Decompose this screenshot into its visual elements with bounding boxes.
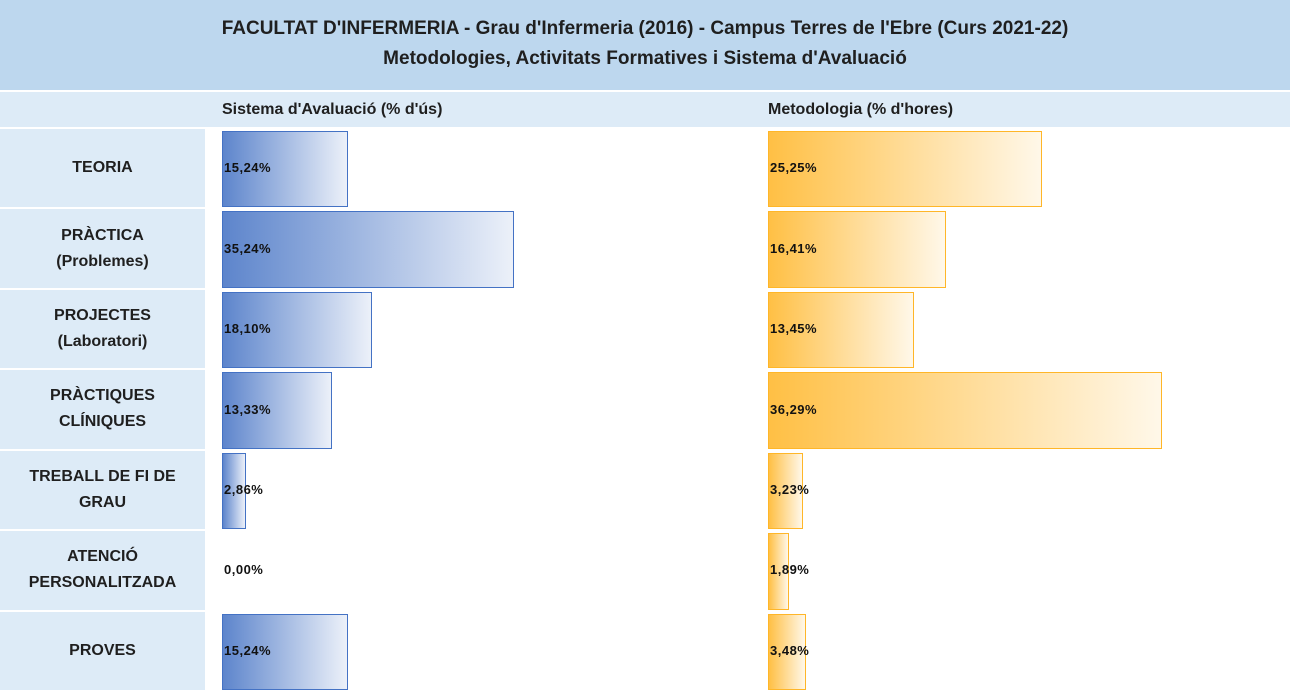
value-label: 15,24% xyxy=(224,160,272,176)
data-bar xyxy=(768,291,915,369)
data-bar xyxy=(222,211,514,288)
value-label: 1,89% xyxy=(770,562,810,578)
category-cell: PROVES xyxy=(0,611,205,690)
value-label: 3,48% xyxy=(770,642,810,658)
data-bar xyxy=(768,131,1043,208)
category-label: PRÀCTIQUES CLÍNIQUES xyxy=(50,387,155,431)
data-bar xyxy=(222,613,349,690)
value-label: 25,25% xyxy=(770,160,818,176)
category-label: PRÀCTICA (Problemes) xyxy=(56,226,149,270)
value-label: 2,86% xyxy=(224,481,264,497)
data-bar xyxy=(768,452,804,530)
title: FACULTAT D'INFERMERIA - Grau d'Infermeri… xyxy=(221,18,1069,39)
data-bar xyxy=(222,291,372,369)
category-cell: PROJECTES (Laboratori) xyxy=(0,289,205,369)
category-cell: ATENCIÓ PERSONALITZADA xyxy=(0,531,205,610)
value-label: 18,10% xyxy=(224,321,272,337)
value-label: 15,24% xyxy=(224,642,272,658)
category-label: TEORIA xyxy=(72,159,133,177)
category-cell: PRÀCTIQUES CLÍNIQUES xyxy=(0,370,205,449)
value-label: 36,29% xyxy=(770,401,818,417)
data-bar xyxy=(222,131,349,208)
header-row xyxy=(0,92,1290,127)
data-bar xyxy=(768,211,947,288)
category-cell: PRÀCTICA (Problemes) xyxy=(0,209,205,288)
data-bar xyxy=(768,613,806,690)
column-header: Sistema d'Avaluació (% d'ús) xyxy=(222,101,443,118)
subtitle: Metodologies, Activitats Formatives i Si… xyxy=(383,48,907,69)
data-bar xyxy=(222,372,333,449)
data-bar xyxy=(768,372,1162,449)
category-label: PROJECTES (Laboratori) xyxy=(54,307,151,351)
category-cell: TEORIA xyxy=(0,129,205,208)
category-label: TREBALL DE FI DE GRAU xyxy=(29,467,176,511)
value-label: 13,45% xyxy=(770,321,818,337)
data-bar xyxy=(768,533,789,610)
value-label: 0,00% xyxy=(224,562,264,578)
category-cell: TREBALL DE FI DE GRAU xyxy=(0,450,205,530)
data-bar xyxy=(222,452,246,530)
column-header: Metodologia (% d'hores) xyxy=(768,101,954,118)
value-label: 3,23% xyxy=(770,481,810,497)
title-bar: FACULTAT D'INFERMERIA - Grau d'Infermeri… xyxy=(0,0,1290,90)
value-label: 16,41% xyxy=(770,240,818,256)
value-label: 13,33% xyxy=(224,401,272,417)
value-label: 35,24% xyxy=(224,240,272,256)
category-label: ATENCIÓ PERSONALITZADA xyxy=(28,548,177,592)
category-label: PROVES xyxy=(69,641,136,659)
